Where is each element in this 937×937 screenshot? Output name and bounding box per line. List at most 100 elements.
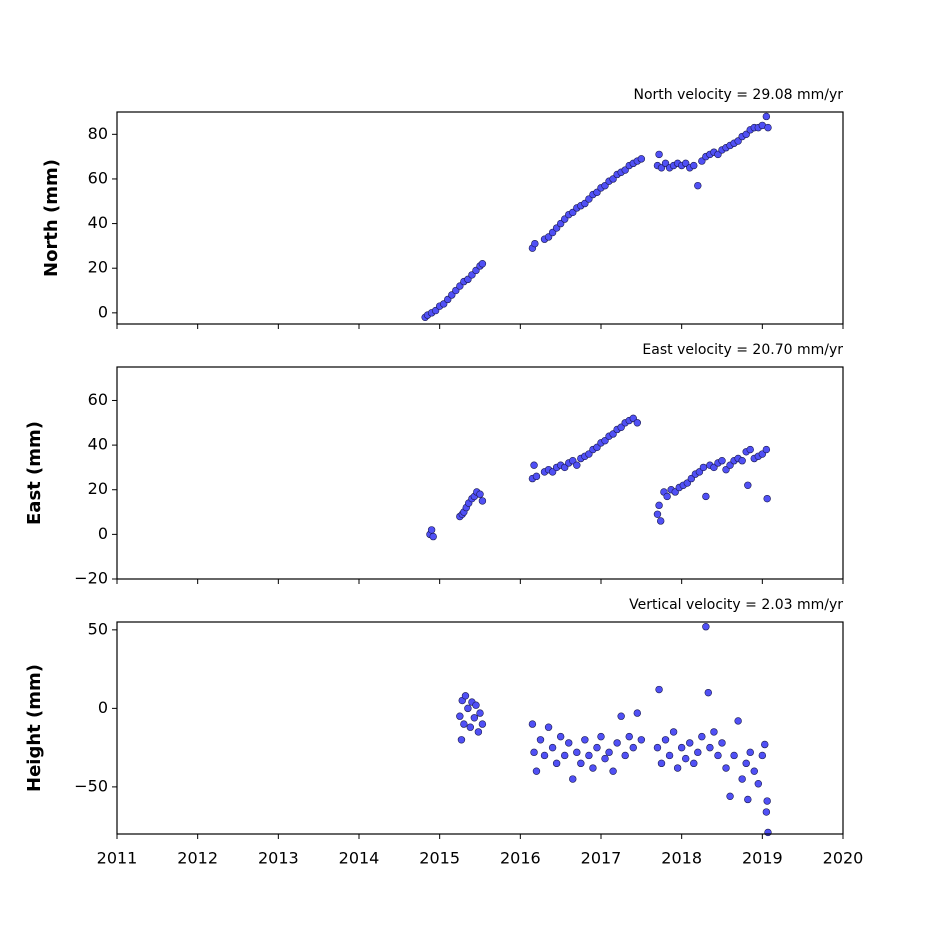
point	[601, 754, 609, 763]
point	[609, 767, 617, 775]
point	[761, 740, 769, 749]
x-tick-label: 2020	[823, 849, 864, 868]
point	[763, 494, 771, 503]
point	[625, 732, 633, 741]
point	[764, 828, 772, 837]
point	[613, 739, 621, 747]
point	[556, 732, 565, 741]
point	[738, 775, 746, 783]
point	[544, 723, 553, 731]
point	[548, 743, 557, 752]
y-tick-label: 0	[98, 524, 108, 543]
point	[476, 490, 484, 498]
point	[464, 704, 472, 713]
point	[698, 732, 706, 741]
x-tick-label: 2016	[500, 849, 541, 868]
point	[605, 748, 613, 757]
point	[472, 701, 480, 709]
point	[476, 709, 484, 717]
point	[694, 181, 702, 190]
y-tick-label: 20	[88, 258, 108, 277]
y-tick-label: 40	[88, 435, 108, 454]
y-tick-label: 0	[98, 698, 108, 717]
x-tick-label: 2019	[742, 849, 783, 868]
point	[478, 497, 487, 505]
point	[653, 510, 662, 518]
x-tick-label: 2015	[419, 849, 460, 868]
point	[665, 751, 674, 760]
point	[457, 736, 466, 744]
point	[763, 797, 771, 805]
y-tick-label: 80	[88, 124, 108, 143]
point	[540, 751, 549, 760]
point	[466, 723, 475, 731]
point	[702, 623, 710, 631]
point	[573, 748, 581, 757]
point	[690, 759, 698, 768]
point	[573, 461, 581, 469]
point	[754, 780, 762, 788]
point	[633, 419, 641, 427]
y-axis-label: Height (mm)	[24, 664, 45, 792]
point	[764, 123, 772, 132]
x-tick-label: 2014	[339, 849, 380, 868]
point	[456, 712, 464, 720]
point	[552, 759, 561, 768]
point	[669, 728, 678, 736]
point	[637, 736, 646, 744]
point	[762, 808, 771, 816]
y-axis-label: East (mm)	[24, 421, 45, 525]
point	[677, 743, 686, 752]
point	[565, 739, 573, 747]
point	[762, 112, 771, 121]
point	[531, 239, 539, 248]
point	[722, 764, 730, 772]
axes-frame	[116, 366, 844, 580]
point	[532, 472, 541, 481]
x-tick-label: 2013	[258, 849, 299, 868]
point	[746, 748, 754, 757]
point	[532, 767, 541, 775]
point	[742, 759, 750, 768]
point	[673, 764, 682, 772]
point	[734, 717, 742, 725]
y-tick-label: 50	[88, 619, 108, 638]
y-tick-label: −20	[74, 569, 108, 588]
point	[577, 759, 585, 768]
point	[744, 795, 752, 804]
panel-title: North velocity = 29.08 mm/yr	[633, 87, 843, 103]
point	[629, 743, 637, 752]
point	[655, 150, 663, 159]
point	[656, 517, 665, 525]
point	[726, 792, 734, 801]
point	[536, 736, 545, 744]
point	[694, 748, 702, 757]
y-tick-label: 0	[98, 302, 108, 321]
point	[686, 739, 694, 747]
panel-title: East velocity = 20.70 mm/yr	[642, 342, 843, 358]
point	[706, 743, 714, 752]
point	[699, 463, 708, 472]
point	[585, 751, 593, 760]
point	[758, 751, 767, 760]
axes-frame	[116, 111, 844, 325]
point	[718, 457, 726, 465]
point	[718, 739, 726, 747]
point	[569, 775, 577, 783]
point	[617, 712, 625, 720]
x-tick-label: 2011	[97, 849, 138, 868]
point	[637, 155, 646, 163]
point	[470, 714, 479, 722]
point	[589, 764, 597, 772]
point	[474, 728, 483, 736]
point	[427, 526, 436, 534]
y-tick-label: −50	[74, 776, 108, 795]
point	[597, 732, 605, 741]
point	[710, 728, 718, 736]
point	[714, 751, 722, 760]
point	[581, 736, 589, 744]
point	[681, 754, 690, 763]
point	[460, 720, 468, 728]
point	[704, 688, 712, 697]
